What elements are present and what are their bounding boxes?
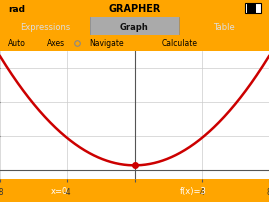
- FancyBboxPatch shape: [247, 4, 256, 14]
- Text: Expressions: Expressions: [20, 22, 70, 31]
- Text: Axes: Axes: [47, 39, 65, 48]
- Text: Auto: Auto: [8, 39, 26, 48]
- Text: Navigate: Navigate: [89, 39, 123, 48]
- Text: Table: Table: [213, 22, 235, 31]
- Text: x=0: x=0: [51, 186, 68, 195]
- Text: Calculate: Calculate: [161, 39, 197, 48]
- Text: Graph: Graph: [120, 22, 149, 31]
- Text: f(x)=3: f(x)=3: [180, 186, 207, 195]
- Text: GRAPHER: GRAPHER: [108, 4, 161, 14]
- FancyBboxPatch shape: [245, 4, 261, 14]
- Text: rad: rad: [8, 4, 25, 14]
- FancyBboxPatch shape: [90, 18, 179, 36]
